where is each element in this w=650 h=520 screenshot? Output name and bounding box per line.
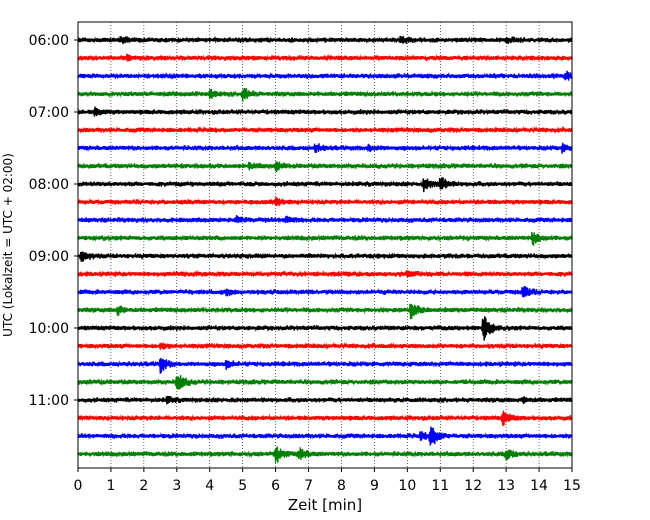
x-tick-label: 11 xyxy=(431,478,449,494)
x-tick-label: 0 xyxy=(74,478,83,494)
trace-line-1045 xyxy=(77,375,573,390)
trace-group xyxy=(77,35,573,463)
trace-line-1000 xyxy=(77,316,573,341)
y-axis-ticks: 06:00 07:00 08:00 09:00 10:00 11:00 xyxy=(29,33,78,409)
trace-line-1115 xyxy=(77,410,573,426)
trace-line-0645 xyxy=(77,87,573,102)
y-axis-label: UTC (Lokalzeit = UTC + 02:00) xyxy=(1,153,15,337)
trace-line-0930 xyxy=(77,286,573,298)
y-tick-label: 07:00 xyxy=(29,105,69,121)
trace-line-0815 xyxy=(77,196,573,207)
x-axis-ticks: 0 1 2 3 4 5 6 7 8 9 10 11 12 13 14 15 xyxy=(74,468,581,494)
x-tick-label: 5 xyxy=(238,478,247,494)
y-tick-label: 11:00 xyxy=(29,393,69,409)
x-tick-label: 1 xyxy=(106,478,115,494)
y-tick-label: 10:00 xyxy=(29,321,69,337)
trace-line-1100 xyxy=(77,395,573,405)
x-tick-label: 10 xyxy=(398,478,416,494)
x-tick-label: 14 xyxy=(530,478,548,494)
trace-line-0800 xyxy=(77,177,573,193)
y-tick-label: 09:00 xyxy=(29,249,69,265)
x-tick-label: 7 xyxy=(304,478,313,494)
x-tick-label: 15 xyxy=(563,478,581,494)
x-tick-label: 12 xyxy=(464,478,482,494)
trace-line-0715 xyxy=(77,125,573,135)
x-tick-label: 2 xyxy=(139,478,148,494)
y-tick-label: 08:00 xyxy=(29,177,69,193)
trace-line-0845 xyxy=(77,231,573,246)
x-tick-label: 9 xyxy=(370,478,379,494)
trace-line-0745 xyxy=(77,161,573,172)
trace-line-0615 xyxy=(77,53,573,62)
plot-frame xyxy=(77,21,573,469)
x-tick-label: 6 xyxy=(271,478,280,494)
grid-lines xyxy=(110,22,540,468)
trace-line-0730 xyxy=(77,142,573,154)
trace-line-1030 xyxy=(77,357,573,374)
x-tick-label: 4 xyxy=(205,478,214,494)
trace-line-0945 xyxy=(77,303,573,320)
x-tick-label: 13 xyxy=(497,478,515,494)
trace-line-1015 xyxy=(77,341,573,351)
trace-line-1130 xyxy=(77,426,573,446)
trace-line-1145 xyxy=(77,446,573,463)
trace-line-0630 xyxy=(77,70,573,81)
x-tick-label: 8 xyxy=(337,478,346,494)
trace-line-0600 xyxy=(77,35,573,45)
trace-line-0700 xyxy=(77,106,573,117)
plot-background xyxy=(78,22,572,468)
trace-line-0830 xyxy=(77,215,573,224)
trace-line-0915 xyxy=(77,270,573,278)
x-tick-label: 3 xyxy=(172,478,181,494)
y-tick-label: 06:00 xyxy=(29,33,69,49)
trace-line-0900 xyxy=(77,251,573,262)
x-axis-label: Zeit [min] xyxy=(288,496,362,514)
